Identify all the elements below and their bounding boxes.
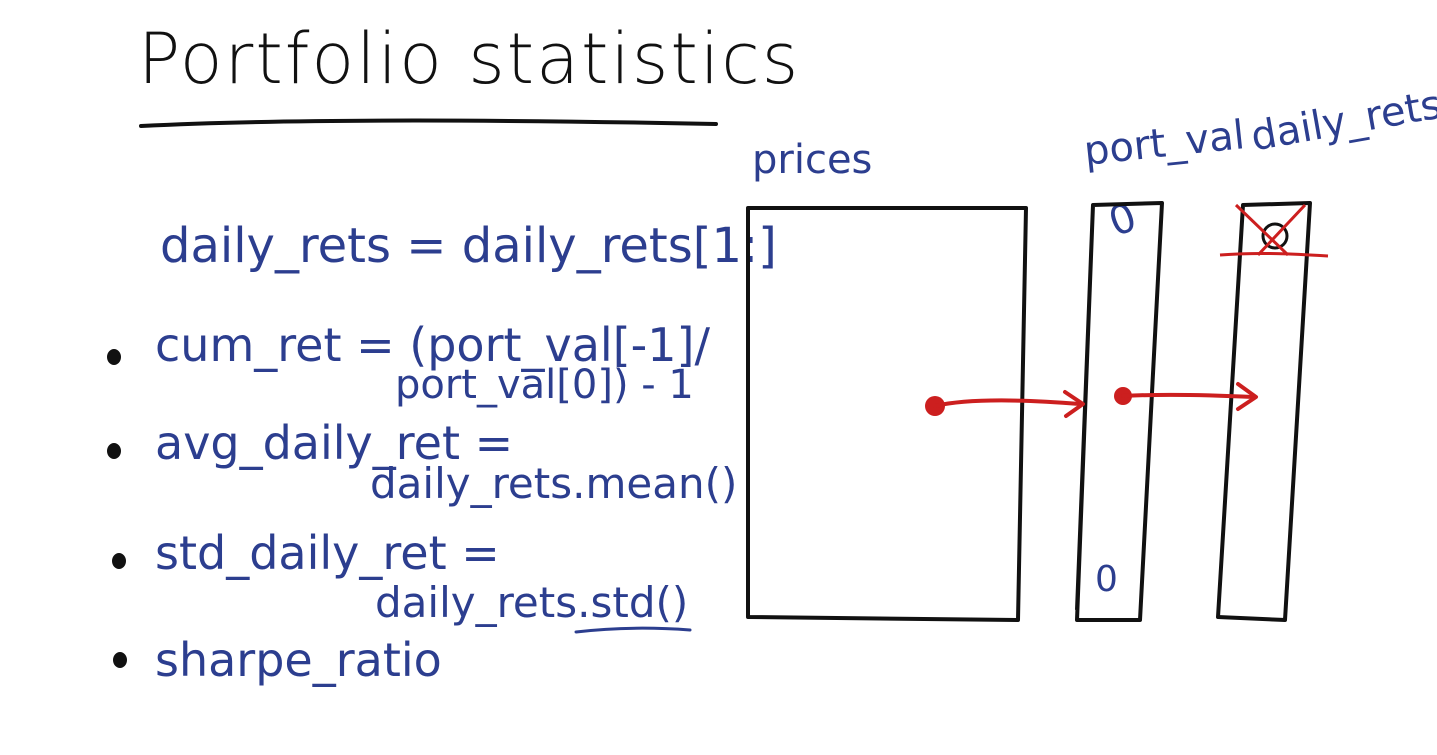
cross-out-line-2 [1256,203,1307,257]
daily-rets-crossed-cell-icon [1261,222,1289,250]
prices-box [746,206,1028,622]
cum-ret-formula-line1: cum_ret = (port_val[-1]/ [155,318,710,372]
bullet-dot-std-daily-ret [112,553,126,569]
title-underline [139,118,718,128]
std-daily-ret-formula-line1: std_daily_ret = [155,526,500,580]
arrow-head-port-val-icon [1063,390,1085,418]
daily-rets-formula: daily_rets = daily_rets[1:] [160,218,777,274]
port-val-bottom-value: 0 [1095,559,1118,600]
port-val-column [1075,201,1164,622]
cum-ret-formula-line2: port_val[0]) - 1 [395,362,694,408]
bullet-dot-cum-ret [107,349,121,365]
sharpe-ratio-label: sharpe_ratio [155,633,442,687]
bullet-dot-sharpe-ratio [113,652,127,668]
bullet-dot-avg-daily-ret [107,443,121,459]
avg-daily-ret-formula-line2: daily_rets.mean() [370,459,738,508]
avg-daily-ret-formula-line1: avg_daily_ret = [155,416,514,470]
prices-label: prices [752,137,873,183]
page-title: Portfolio statistics [138,18,801,100]
arrow-prices-to-port-val [933,398,1082,408]
arrow-port-val-to-daily-rets [1121,392,1255,399]
std-underline [574,626,692,634]
cross-out-line-1 [1234,203,1290,257]
cross-out-line-3 [1219,251,1329,258]
arrow-head-daily-rets-icon [1236,382,1258,411]
daily-rets-column [1216,201,1312,622]
std-daily-ret-formula-line2: daily_rets.std() [375,578,689,627]
